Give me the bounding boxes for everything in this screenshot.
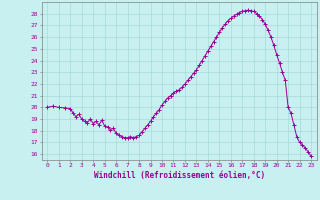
- X-axis label: Windchill (Refroidissement éolien,°C): Windchill (Refroidissement éolien,°C): [94, 171, 265, 180]
